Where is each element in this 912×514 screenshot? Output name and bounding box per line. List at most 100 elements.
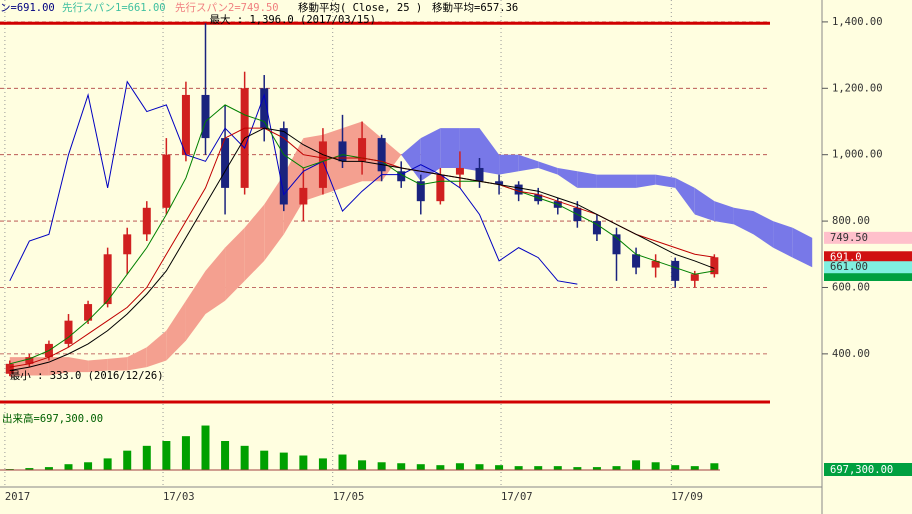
volume-bar [690, 466, 699, 470]
y-tick-label: 1,400.00 [832, 16, 883, 28]
volume-bar [710, 463, 719, 470]
candle-body [592, 221, 601, 235]
annotation: 最小 : 333.0 (2016/12/26) [10, 370, 164, 382]
candle-body [612, 234, 621, 255]
volume-bar [651, 462, 660, 470]
candle-body [162, 154, 171, 208]
cloud-segment [362, 121, 382, 182]
cloud-segment [753, 211, 774, 248]
volume-bar [260, 450, 269, 470]
candle-body [5, 363, 14, 374]
candle-body [455, 167, 464, 175]
y-tick-label: 1,200.00 [832, 82, 883, 94]
volume-bar [240, 445, 249, 470]
volume-bar [514, 466, 523, 470]
header-text: 先行スパン2=749.50 [175, 1, 279, 14]
cloud-segment [714, 201, 734, 225]
volume-bar [475, 464, 484, 470]
volume-bar [25, 468, 34, 470]
cloud-segment [420, 128, 441, 182]
cloud-segment [596, 174, 617, 188]
indicator-line [9, 127, 715, 371]
cloud-segment [636, 174, 656, 188]
cloud-segment [205, 247, 226, 315]
cloud-segment [577, 171, 597, 188]
indicator-line [9, 80, 578, 285]
price-tag: 691.0 [830, 251, 862, 263]
cloud-segment [675, 177, 695, 215]
price-tag-bg [824, 251, 912, 264]
candle-body [64, 320, 73, 344]
volume-bar [592, 467, 601, 470]
cloud-segment [185, 270, 206, 341]
price-tag: 661.00 [830, 261, 868, 273]
candle-body [690, 274, 699, 281]
candle-body [299, 187, 308, 205]
header-text: 先行スパン1=661.00 [62, 1, 166, 14]
volume-bar [612, 466, 621, 470]
candle-body [514, 184, 523, 195]
cloud-segment [440, 128, 460, 168]
cloud-segment [68, 357, 89, 373]
cloud-segment [264, 174, 284, 261]
cloud-segment [518, 154, 539, 172]
volume-bar [221, 441, 230, 470]
candle-body [436, 174, 445, 202]
cloud-segment [322, 128, 343, 195]
volume-bar [123, 450, 132, 470]
candle-body [142, 207, 151, 235]
volume-tag-bg [824, 463, 912, 476]
header-text: ン=691.00 [0, 2, 55, 14]
y-tick-label: 800.00 [832, 215, 870, 227]
volume-bar [436, 465, 445, 470]
x-tick-label: 17/05 [333, 491, 365, 503]
tag-hidden [824, 273, 912, 281]
volume-bar [84, 462, 93, 470]
y-tick-label: 600.00 [832, 281, 870, 293]
cloud-segment [225, 227, 245, 301]
cloud-segment [303, 134, 323, 202]
cloud-segment [538, 161, 558, 175]
candle-body [671, 260, 680, 281]
volume-bar [64, 464, 73, 470]
cloud-segment [166, 300, 186, 361]
volume-bar [455, 463, 464, 470]
header-text: 移動平均( Close, 25 ) [298, 1, 422, 14]
volume-bar [299, 455, 308, 470]
candle-body [260, 88, 269, 129]
cloud-segment [107, 357, 128, 371]
cloud-segment [733, 207, 754, 235]
candle-body [338, 141, 347, 162]
volume-bar [416, 464, 425, 470]
cloud-segment [792, 227, 813, 268]
cloud-segment [479, 128, 500, 175]
candle-body [358, 138, 367, 162]
header-text: 移動平均=657.36 [432, 1, 518, 14]
cloud-segment [499, 154, 519, 175]
cloud-segment [283, 138, 304, 235]
cloud-segment [342, 121, 363, 188]
candle-body [201, 94, 210, 139]
volume-bar [573, 467, 582, 470]
candle-body [377, 138, 386, 172]
volume-bar [553, 466, 562, 470]
volume-bar [377, 462, 386, 470]
volume-bar [338, 454, 347, 470]
cloud-segment [244, 204, 265, 281]
price-tag-bg [824, 231, 912, 244]
volume-bar [201, 425, 210, 470]
volume-tag: 697,300.00 [830, 464, 893, 476]
volume-bar [44, 467, 53, 470]
candle-body [318, 141, 327, 188]
cloud-segment [146, 330, 167, 368]
cloud-segment [381, 138, 402, 182]
x-tick-label: 2017 [5, 491, 30, 503]
volume-bar [162, 441, 171, 470]
cloud-segment [655, 174, 676, 188]
candle-body [123, 234, 132, 255]
volume-bar [318, 458, 327, 470]
volume-bar [358, 460, 367, 470]
candle-body [651, 260, 660, 268]
